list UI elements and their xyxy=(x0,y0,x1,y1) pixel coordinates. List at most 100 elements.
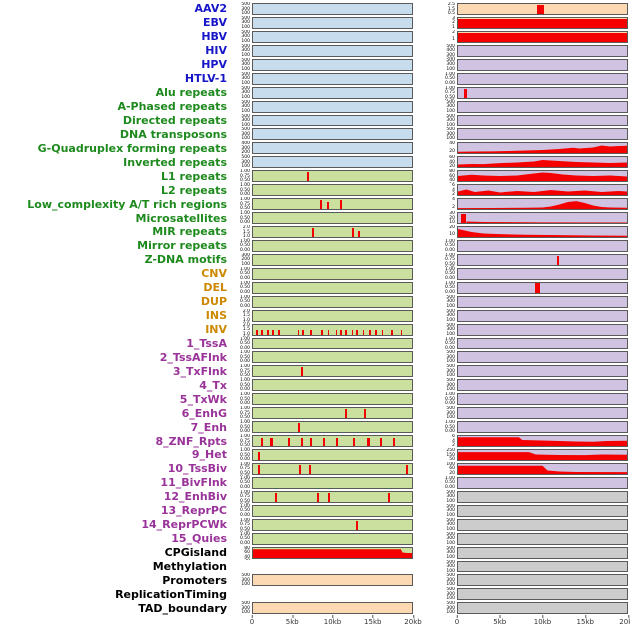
track-panel-data xyxy=(458,143,627,154)
track-panel-data xyxy=(253,213,412,223)
y-tick-label: 100 xyxy=(446,568,455,574)
data-area xyxy=(458,452,627,460)
y-tick-label: 100 xyxy=(446,66,455,72)
y-tick-label: 0.50 xyxy=(239,271,250,277)
y-tick-label: 0.50 xyxy=(444,341,455,346)
y-tick-label: 1.00 xyxy=(239,197,250,203)
y-axis-ticks-left: 1.00 0.50 0.00 xyxy=(232,378,252,392)
y-tick-label: 0.50 xyxy=(239,243,250,249)
track-row-cnv: CNV 1.00 0.50 0.00 1.00 0.50 0.00 xyxy=(0,267,630,281)
y-tick-label: 500 xyxy=(241,2,250,7)
y-axis-ticks-left: 500 300 100 xyxy=(232,155,252,169)
track-panel-data xyxy=(253,116,412,126)
data-spike xyxy=(391,329,393,335)
track-row-15-quies: 15_Quies 1.00 0.50 0.00 500 300 100 xyxy=(0,532,630,546)
track-row-4-tx: 4_Tx 1.00 0.50 0.00 500 300 100 xyxy=(0,378,630,392)
track-row-methylation: Methylation 500 300 100 xyxy=(0,560,630,574)
data-spike xyxy=(302,329,304,335)
y-axis-ticks-left: 1.00 0.50 0.00 xyxy=(232,350,252,364)
y-tick-label: 6 xyxy=(452,434,455,440)
track-panel-left xyxy=(252,184,413,197)
data-spike xyxy=(322,437,326,446)
y-tick-label: 500 xyxy=(446,517,455,523)
track-panel-data xyxy=(253,380,412,390)
track-label: 6_EnhG xyxy=(181,406,227,420)
y-tick-label: 0.75 xyxy=(239,201,250,207)
y-tick-label: 300 xyxy=(446,354,455,360)
track-panel-right xyxy=(457,449,628,461)
y-tick-label: 0.50 xyxy=(239,470,250,476)
y-tick-label: 0.50 xyxy=(444,424,455,430)
x-tick-label: 15kb xyxy=(576,615,594,626)
data-spike xyxy=(278,329,281,335)
y-axis-ticks-right: 60 40 20 xyxy=(413,155,457,169)
y-tick-label: 0.50 xyxy=(444,94,455,100)
track-label: ReplicationTiming xyxy=(115,587,227,601)
track-panel-data xyxy=(253,408,412,419)
y-axis-ticks-right: 40 20 xyxy=(413,141,457,155)
y-tick-label: 1.0 xyxy=(242,317,250,323)
y-tick-label: 100 xyxy=(446,108,455,114)
track-label: INS xyxy=(205,309,227,323)
y-tick-label: 500 xyxy=(446,503,455,509)
track-panel-right xyxy=(457,407,628,420)
track-label: CNV xyxy=(201,267,227,281)
track-panel-left xyxy=(252,212,413,224)
track-label: 14_ReprPCWk xyxy=(141,518,227,532)
y-tick-label: 500 xyxy=(446,573,455,579)
y-tick-label: 400 xyxy=(446,48,455,54)
track-label: DEL xyxy=(203,281,227,295)
y-tick-label: 1.00 xyxy=(444,238,455,244)
track-row-13-reprpc: 13_ReprPC 1.00 0.50 0.00 500 300 100 xyxy=(0,504,630,518)
track-row-ebv: EBV 500 300 100 3 2 1 xyxy=(0,16,630,30)
track-panel-data xyxy=(458,450,627,460)
track-panel-data xyxy=(253,269,412,279)
y-tick-label: 0.50 xyxy=(239,299,250,305)
track-panel-right xyxy=(457,128,628,141)
data-spike xyxy=(351,227,354,237)
y-tick-label: 300 xyxy=(446,591,455,597)
track-panel-data xyxy=(253,339,412,349)
track-label: Z-DNA motifs xyxy=(144,253,227,267)
y-tick-label: 100 xyxy=(241,24,250,30)
track-label: L2 repeats xyxy=(161,183,227,197)
track-panel-data xyxy=(458,171,627,182)
track-panel-data xyxy=(458,492,627,502)
y-tick-label: 4 xyxy=(452,438,455,444)
track-panel-data xyxy=(253,129,412,139)
track-panel-data xyxy=(458,325,627,335)
y-axis-ticks-left: 2.01.51.00.5 xyxy=(232,309,252,323)
track-panel-right xyxy=(457,72,628,85)
track-label: G-Quadruplex forming repeats xyxy=(37,141,227,155)
y-tick-label: 100 xyxy=(241,66,250,72)
y-tick-label: 0.50 xyxy=(239,285,250,291)
track-panel-data xyxy=(458,129,627,139)
data-spike xyxy=(321,329,323,335)
y-tick-label: 300 xyxy=(241,34,250,40)
track-label: Microsatellites xyxy=(135,211,228,225)
track-panel-right xyxy=(457,86,628,99)
data-area xyxy=(458,201,627,210)
y-tick-label: 300 xyxy=(446,494,455,500)
track-label: 1_TssA xyxy=(186,336,227,350)
y-tick-label: 1.00 xyxy=(239,364,250,370)
y-axis-ticks-right: 500 300 100 xyxy=(413,323,457,337)
y-tick-label: 100 xyxy=(241,11,250,16)
y-tick-label: 0.50 xyxy=(444,285,455,291)
track-row-g-quadruplex-forming-repeats: G-Quadruplex forming repeats 400300200100… xyxy=(0,141,630,155)
y-axis-ticks-right: 250 150 50 xyxy=(413,448,457,462)
y-tick-label: 2 xyxy=(452,443,455,448)
x-tick-label: 0 xyxy=(454,615,460,626)
track-label: Promoters xyxy=(162,573,227,587)
y-tick-label: 0.00 xyxy=(239,345,250,351)
y-tick-label: 2 xyxy=(452,192,455,198)
y-axis-ticks-left: 400300200100 xyxy=(232,141,252,155)
y-tick-label: 60 xyxy=(449,173,455,179)
y-tick-label: 0.00 xyxy=(239,220,250,225)
track-panel-left xyxy=(252,226,413,238)
track-panel-right xyxy=(457,560,628,573)
y-tick-label: 100 xyxy=(446,387,455,393)
